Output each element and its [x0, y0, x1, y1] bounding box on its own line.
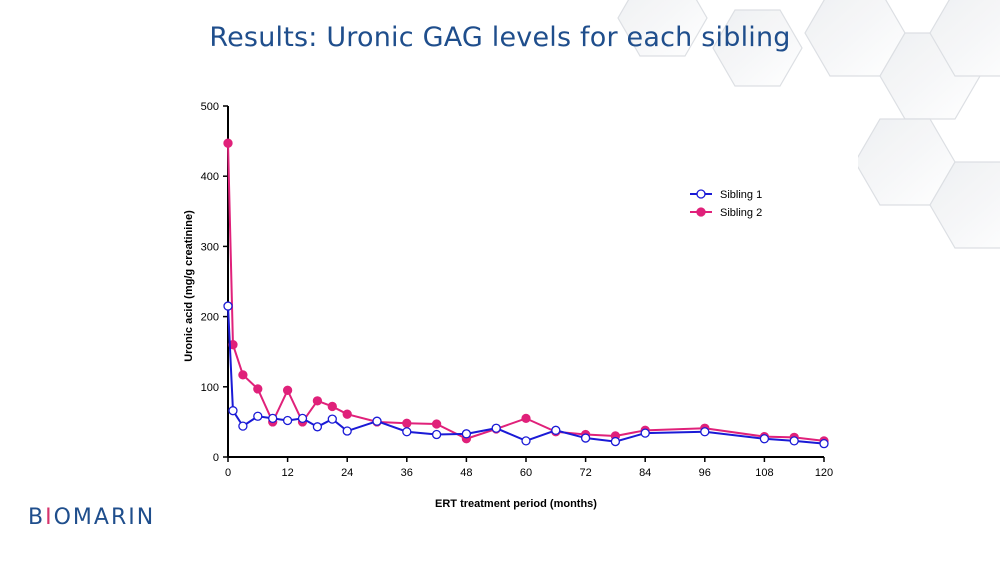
x-tick-label: 120 [815, 467, 833, 479]
x-tick-label: 96 [699, 467, 711, 479]
data-point-sibling-1 [759, 434, 770, 444]
data-point-sibling-1 [640, 428, 650, 438]
biomarin-logo: BIOMARIN [28, 505, 155, 530]
data-point-sibling-2 [312, 396, 323, 406]
x-tick-label: 72 [579, 467, 591, 479]
data-point-sibling-1 [580, 433, 591, 443]
x-tick-label: 36 [401, 467, 413, 479]
data-point-sibling-1 [228, 406, 238, 416]
y-tick-label: 500 [201, 101, 219, 113]
data-point-sibling-1 [700, 427, 710, 437]
logo-letter: O [53, 505, 73, 530]
logo-letter: R [110, 505, 129, 530]
data-point-sibling-1 [268, 413, 278, 424]
data-point-sibling-1 [431, 429, 442, 440]
legend-label-sibling-2: Sibling 2 [720, 207, 762, 219]
logo-letter: N [136, 505, 156, 530]
y-tick-label: 100 [201, 382, 219, 394]
chart-legend: Sibling 1 Sibling 2 [690, 189, 762, 219]
data-point-sibling-1 [297, 413, 308, 424]
y-tick-label: 300 [201, 241, 219, 253]
data-point-sibling-1 [819, 439, 829, 449]
x-tick-label: 48 [460, 467, 472, 479]
x-axis-title: ERT treatment period (months) [435, 498, 597, 510]
x-tick-label: 24 [341, 467, 353, 479]
data-point-sibling-1 [789, 436, 799, 446]
y-tick-label: 200 [201, 312, 219, 324]
x-tick-label: 12 [281, 467, 293, 479]
data-point-sibling-1 [461, 429, 472, 439]
data-point-sibling-2 [402, 418, 412, 428]
data-point-sibling-1 [312, 422, 323, 432]
data-point-sibling-1 [253, 411, 263, 421]
data-point-sibling-1 [402, 427, 412, 437]
logo-letter: A [93, 505, 111, 530]
data-point-sibling-1 [282, 415, 293, 426]
chart-panel [178, 97, 858, 517]
data-point-sibling-2 [238, 370, 248, 380]
logo-letter: I [128, 505, 137, 530]
slide-title: Results: Uronic GAG levels for each sibl… [209, 22, 791, 53]
legend-marker-sibling-2 [696, 207, 706, 217]
data-point-sibling-2 [342, 409, 352, 419]
x-tick-label: 108 [755, 467, 773, 479]
x-tick-label: 60 [520, 467, 532, 479]
data-point-sibling-1 [238, 421, 248, 431]
y-tick-label: 400 [201, 171, 219, 183]
data-point-sibling-2 [253, 384, 263, 394]
data-point-sibling-2 [431, 419, 442, 429]
data-point-sibling-1 [342, 426, 352, 436]
legend-label-sibling-1: Sibling 1 [720, 189, 762, 201]
logo-letter: I [45, 505, 54, 530]
chart-series [223, 138, 829, 449]
data-point-sibling-2 [327, 401, 337, 412]
data-point-sibling-1 [223, 301, 233, 311]
data-point-sibling-2 [282, 385, 293, 395]
data-point-sibling-1 [551, 425, 561, 435]
logo-letter: M [72, 505, 94, 530]
data-point-sibling-2 [223, 138, 233, 148]
data-point-sibling-2 [521, 413, 531, 424]
data-point-sibling-1 [491, 423, 501, 433]
x-tick-label: 84 [639, 467, 651, 479]
y-tick-label: 0 [213, 452, 219, 464]
logo-letter: B [28, 505, 46, 530]
data-point-sibling-1 [610, 436, 621, 447]
x-tick-label: 0 [225, 467, 231, 479]
y-axis-title: Uronic acid (mg/g creatinine) [183, 210, 195, 362]
data-point-sibling-1 [372, 416, 382, 426]
data-point-sibling-1 [521, 436, 531, 446]
data-point-sibling-1 [327, 414, 337, 424]
legend-marker-sibling-1 [696, 189, 706, 199]
